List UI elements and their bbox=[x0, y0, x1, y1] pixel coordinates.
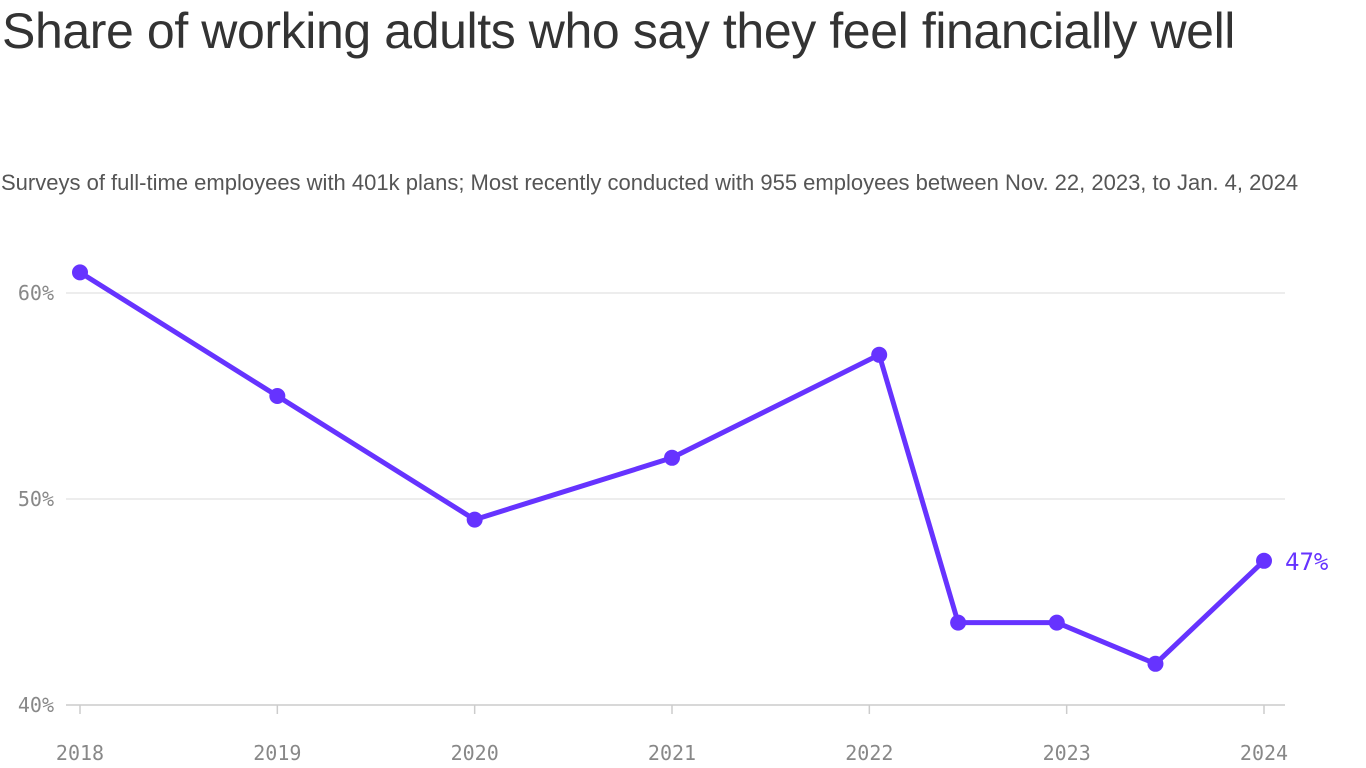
x-tick-label-2024: 2024 bbox=[1240, 741, 1288, 765]
x-tick-label-2022: 2022 bbox=[845, 741, 893, 765]
x-tick-label-2018: 2018 bbox=[56, 741, 104, 765]
x-tick-label-2020: 2020 bbox=[451, 741, 499, 765]
data-point-0 bbox=[72, 264, 88, 281]
data-point-1 bbox=[269, 388, 286, 404]
y-axis-labels: 40% 50% 60% bbox=[18, 281, 54, 717]
end-value-label: 47% bbox=[1285, 548, 1329, 576]
x-axis-labels: 2018 2019 2020 2021 2022 2023 2024 bbox=[56, 741, 1288, 765]
chart-title: Share of working adults who say they fee… bbox=[2, 3, 1236, 59]
data-point-5 bbox=[950, 614, 967, 631]
grid-lines bbox=[66, 292, 1285, 706]
series-line-0 bbox=[77, 269, 1267, 667]
data-point-3 bbox=[664, 449, 680, 466]
chart-subtitle: Surveys of full-time employees with 401k… bbox=[1, 170, 1299, 195]
x-tick-label-2019: 2019 bbox=[253, 741, 301, 765]
annotations: 47% bbox=[1285, 548, 1329, 576]
data-point-7 bbox=[1147, 655, 1164, 672]
x-tick-label-2021: 2021 bbox=[648, 741, 696, 765]
x-axis-ticks bbox=[79, 705, 1265, 714]
y-tick-label-60: 60% bbox=[18, 281, 54, 305]
y-tick-label-50: 50% bbox=[18, 487, 54, 511]
data-point-6 bbox=[1048, 614, 1065, 631]
x-tick-label-2023: 2023 bbox=[1043, 741, 1091, 765]
data-series bbox=[72, 264, 1272, 672]
data-point-4 bbox=[871, 346, 888, 363]
y-tick-label-40: 40% bbox=[18, 693, 54, 717]
data-point-2 bbox=[466, 511, 483, 528]
data-point-8 bbox=[1256, 552, 1272, 569]
